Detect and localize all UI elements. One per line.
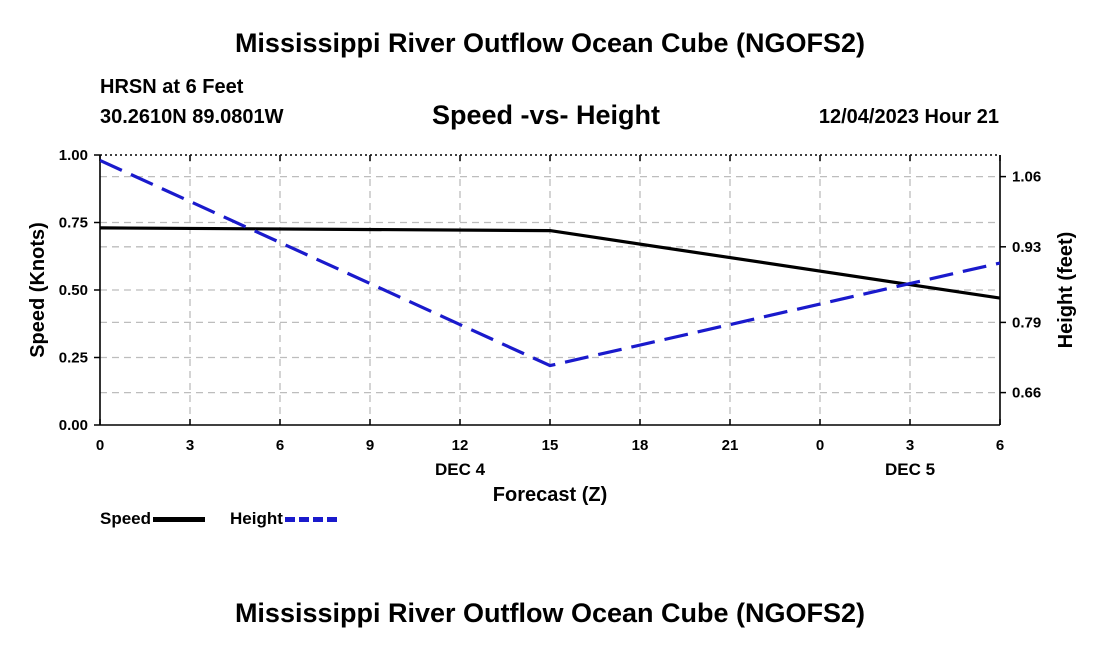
legend-swatch-height xyxy=(284,516,337,522)
y2-axis-title: Height (feet) xyxy=(1055,232,1077,349)
y2-tick-label: 1.06 xyxy=(1012,169,1041,186)
x-tick-label: 3 xyxy=(186,437,194,454)
y2-tick-label: 0.66 xyxy=(1012,385,1041,402)
x-tick-label: 18 xyxy=(632,437,649,454)
x-tick-label: 0 xyxy=(816,437,824,454)
legend-item-speed: Speed xyxy=(100,509,206,529)
station-label: HRSN at 6 Feet xyxy=(100,76,244,98)
forecast-datetime: 12/04/2023 Hour 21 xyxy=(818,106,999,128)
legend-label-height: Height xyxy=(230,509,283,528)
y2-tick-label: 0.79 xyxy=(1012,314,1041,331)
y-tick-label: 0.75 xyxy=(59,215,88,232)
x-tick-label: 12 xyxy=(452,437,469,454)
y-tick-label: 1.00 xyxy=(59,147,88,164)
x-date-label: DEC 4 xyxy=(435,460,486,479)
x-axis-title: Forecast (Z) xyxy=(493,484,607,506)
footer-title: Mississippi River Outflow Ocean Cube (NG… xyxy=(234,598,866,628)
y-tick-label: 0.00 xyxy=(59,417,88,434)
y-tick-label: 0.25 xyxy=(59,350,88,367)
legend-item-height: Height xyxy=(230,509,337,529)
y-axis-title: Speed (Knots) xyxy=(27,222,49,358)
x-tick-label: 6 xyxy=(996,437,1004,454)
x-tick-label: 21 xyxy=(722,437,739,454)
legend-swatch-speed xyxy=(153,516,206,522)
x-tick-label: 3 xyxy=(906,437,914,454)
series-line-height xyxy=(100,158,1000,368)
x-tick-label: 0 xyxy=(96,437,104,454)
legend-label-speed: Speed xyxy=(100,509,152,528)
station-coordinates: 30.2610N 89.0801W xyxy=(100,106,284,128)
y2-tick-label: 0.93 xyxy=(1012,239,1041,256)
series-line-speed xyxy=(100,226,1000,300)
y-tick-label: 0.50 xyxy=(59,282,88,299)
x-date-label: DEC 5 xyxy=(885,460,935,479)
x-tick-label: 6 xyxy=(276,437,284,454)
x-tick-label: 9 xyxy=(366,437,374,454)
page-title: Mississippi River Outflow Ocean Cube (NG… xyxy=(234,28,866,58)
x-tick-label: 15 xyxy=(542,437,559,454)
chart-title: Speed -vs- Height xyxy=(432,100,661,130)
